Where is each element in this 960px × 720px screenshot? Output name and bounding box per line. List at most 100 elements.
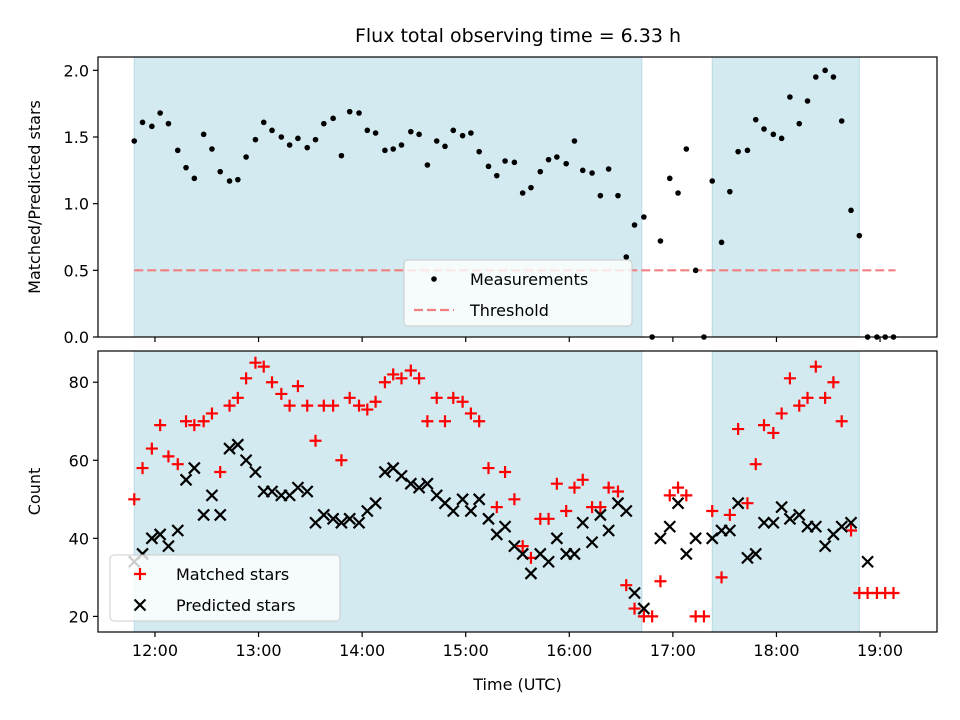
data-point: [761, 126, 767, 132]
data-point: [602, 481, 615, 494]
data-point: [442, 143, 448, 150]
data-point: [476, 148, 482, 155]
data-point: [252, 136, 259, 143]
data-point: [295, 135, 301, 142]
data-point: [214, 465, 227, 478]
data-point: [239, 454, 253, 467]
data-point: [809, 360, 822, 373]
data-point: [266, 376, 279, 389]
data-point: [485, 163, 492, 170]
data-point: [205, 407, 218, 420]
data-point: [787, 94, 793, 100]
data-point: [128, 493, 141, 506]
data-point: [848, 207, 854, 214]
data-point: [835, 520, 848, 533]
data-point: [473, 415, 486, 428]
data-point: [680, 489, 693, 502]
data-point: [361, 403, 374, 416]
data-point: [528, 184, 534, 191]
x-tick-label: 13:00: [235, 641, 281, 660]
data-point: [300, 485, 314, 498]
data-point: [235, 176, 241, 183]
y-tick-label: 1.0: [64, 195, 89, 214]
data-point: [382, 147, 388, 154]
data-point: [657, 238, 664, 244]
data-point: [498, 520, 512, 533]
data-point: [335, 516, 348, 529]
data-point: [542, 555, 555, 569]
data-point: [482, 462, 495, 475]
data-point: [179, 473, 193, 487]
data-point: [715, 571, 728, 584]
data-point: [770, 131, 777, 138]
data-point: [550, 532, 564, 545]
data-point: [327, 399, 340, 412]
data-point: [450, 127, 457, 134]
data-point: [508, 493, 521, 506]
data-point: [197, 415, 210, 428]
x-tick-label: 15:00: [443, 641, 489, 660]
y-tick-label: 0.0: [64, 328, 89, 347]
data-point: [611, 485, 624, 498]
data-point: [663, 489, 676, 502]
data-point: [343, 391, 356, 404]
data-point: [568, 481, 581, 494]
x-axis-label: Time (UTC): [472, 675, 561, 694]
data-point: [162, 539, 175, 553]
data-point: [550, 477, 563, 490]
data-point: [749, 458, 762, 471]
data-point: [801, 391, 814, 404]
data-point: [209, 146, 215, 152]
data-point: [378, 376, 391, 389]
data-point: [675, 190, 681, 196]
data-point: [217, 168, 224, 175]
y-tick-label: 1.5: [64, 128, 89, 147]
data-point: [326, 512, 340, 526]
data-point: [563, 160, 569, 167]
data-point: [421, 415, 434, 428]
x-tick-label: 16:00: [546, 641, 592, 660]
data-point: [641, 214, 647, 220]
data-point: [783, 512, 797, 526]
data-point: [646, 610, 659, 623]
data-point: [597, 192, 604, 199]
data-point: [421, 477, 434, 490]
ratio-y-axis-label: Matched/Predicted stars: [25, 100, 44, 294]
data-point: [568, 547, 581, 561]
data-point: [171, 458, 184, 471]
data-point: [813, 74, 819, 80]
data-point: [663, 520, 677, 533]
data-point: [775, 407, 788, 420]
data-point: [654, 532, 667, 545]
y-tick-label: 40: [69, 529, 89, 548]
data-point: [456, 395, 469, 408]
data-point: [131, 138, 138, 144]
ratio-legend: Measurements Threshold: [403, 259, 633, 327]
count-y-axis: 20 40 60 80: [69, 373, 98, 626]
data-point: [257, 360, 270, 373]
data-point: [249, 356, 262, 369]
data-point: [709, 178, 716, 184]
data-point: [732, 423, 745, 436]
data-point: [796, 120, 803, 127]
data-point: [537, 168, 544, 175]
data-point: [240, 372, 253, 385]
data-point: [727, 188, 733, 195]
data-point: [490, 501, 503, 514]
data-point: [741, 497, 754, 510]
data-point: [511, 159, 518, 166]
data-point: [304, 144, 311, 151]
data-point: [231, 391, 244, 404]
data-point: [188, 461, 201, 475]
data-point: [369, 395, 382, 408]
data-point: [783, 372, 796, 385]
data-point: [524, 567, 538, 580]
data-point: [683, 146, 690, 152]
data-point: [338, 152, 345, 159]
data-point: [623, 254, 630, 260]
data-point: [576, 473, 589, 486]
data-point: [309, 434, 322, 447]
data-point: [213, 508, 227, 522]
data-point: [353, 399, 366, 412]
